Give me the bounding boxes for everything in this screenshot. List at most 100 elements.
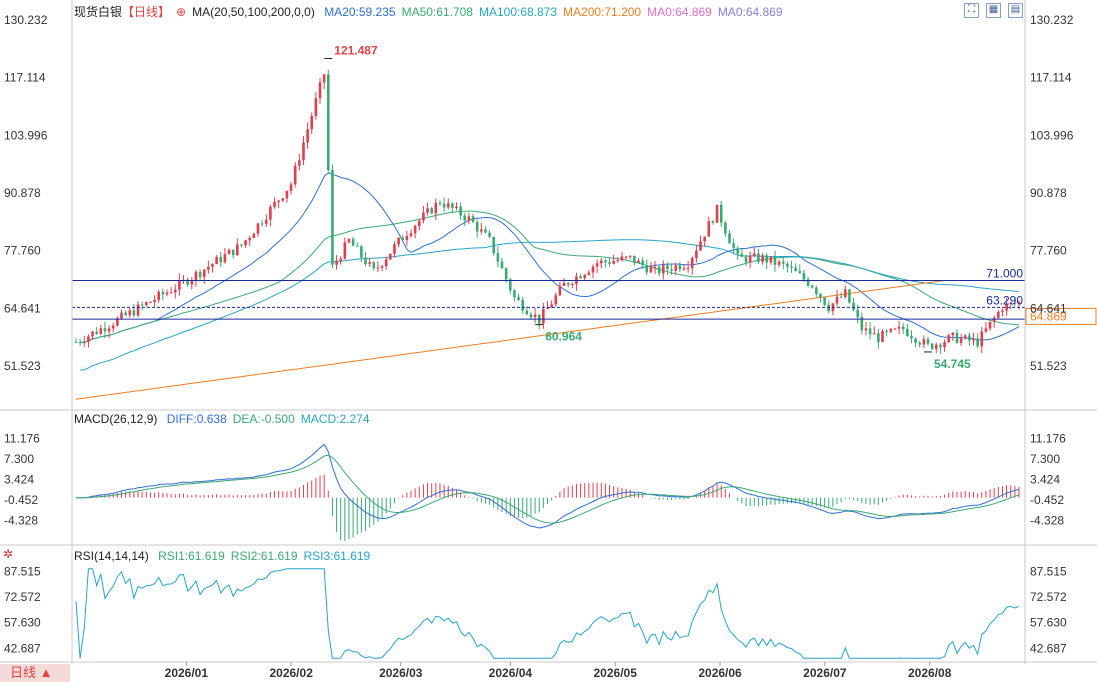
candle-body	[769, 256, 773, 263]
candle-body	[926, 339, 930, 344]
candle-body	[533, 314, 537, 318]
candle-body	[314, 98, 318, 116]
x-label: 2026/07	[803, 666, 847, 680]
candle-body	[628, 255, 632, 257]
candle-body	[934, 344, 938, 349]
macd-value-1: DEA:-0.500	[232, 412, 295, 426]
macd-tick-left: -4.328	[4, 514, 38, 528]
grid-icon[interactable]: ▦	[986, 3, 1001, 18]
price-tick-right: 103.996	[1030, 128, 1074, 142]
candle-body	[463, 215, 467, 221]
candle-body	[289, 184, 293, 191]
candle-body	[475, 222, 479, 232]
candle-body	[409, 233, 413, 237]
ma-value-0: MA20:59.235	[324, 5, 396, 19]
rsi-tick-left: 42.687	[4, 641, 41, 655]
candle-body	[901, 326, 905, 330]
candle-body	[806, 279, 810, 286]
candle-body	[190, 279, 194, 285]
candle-body	[149, 301, 152, 303]
candle-body	[703, 236, 706, 242]
symbol-name: 现货白银	[74, 5, 123, 19]
candle-body	[744, 256, 748, 263]
candle-body	[914, 338, 917, 343]
candle-body	[355, 245, 359, 247]
candle-body	[417, 220, 421, 227]
candle-body	[178, 279, 181, 290]
candle-body	[78, 342, 82, 344]
candle-body	[99, 328, 103, 334]
current-price-label: 64.869	[1030, 309, 1067, 323]
candle-body	[107, 328, 111, 332]
candle-body	[264, 219, 268, 224]
candle-body	[860, 317, 864, 331]
price-legend: 现货白银【日线】 ⊕ MA(20,50,100,200,0,0) MA20:59.2…	[74, 3, 795, 20]
annotation-label: 54.745	[934, 357, 971, 371]
price-tick-left: 77.760	[4, 244, 41, 258]
macd-tick-left: -0.452	[4, 493, 38, 507]
candle-body	[318, 82, 322, 99]
candle-body	[434, 202, 438, 214]
candle-body	[173, 289, 177, 293]
candle-body	[682, 268, 686, 270]
candle-body	[959, 338, 963, 343]
macd-tick-left: 11.176	[4, 432, 40, 446]
candle-body	[161, 291, 165, 295]
candle-body	[302, 142, 305, 161]
candle-body	[347, 239, 351, 243]
gear-icon[interactable]: ✲	[3, 547, 14, 561]
zoom-icon[interactable]: ⊕	[176, 5, 187, 19]
candle-body	[500, 261, 504, 269]
candle-body	[405, 236, 409, 240]
macd-value-2: MACD:2.274	[300, 412, 370, 426]
candle-body	[868, 328, 872, 335]
ma-values: MA20:59.235 MA50:61.708 MA100:68.873 MA200:…	[324, 5, 788, 19]
candle-body	[848, 289, 851, 303]
fullscreen-icon[interactable]: ⛶	[964, 3, 979, 18]
candle-body	[380, 266, 384, 268]
candle-body	[947, 335, 950, 343]
ma-value-2: MA100:68.873	[478, 5, 558, 19]
price-tick-left: 64.641	[4, 301, 41, 315]
candle-body	[624, 256, 628, 258]
macd-diff-line	[76, 443, 1020, 529]
candle-body	[877, 333, 880, 342]
settings-icon[interactable]: ▤	[1008, 3, 1023, 18]
x-label: 2026/04	[489, 666, 533, 680]
candle-body	[306, 129, 309, 143]
candle-body	[885, 331, 888, 333]
candle-body	[852, 302, 855, 310]
rsi-tick-right: 87.515	[1030, 564, 1067, 578]
candle-body	[773, 256, 777, 265]
candle-body	[376, 267, 380, 269]
rsi-tick-right: 57.630	[1030, 616, 1067, 630]
candle-body	[277, 200, 280, 202]
candle-body	[223, 254, 227, 263]
candle-body	[459, 206, 462, 216]
candle-body	[169, 292, 173, 294]
candle-body	[558, 285, 562, 296]
macd-tick-right: -4.328	[1030, 514, 1064, 528]
period-tab[interactable]: 日线 ▲	[0, 664, 70, 682]
rsi-value-2: RSI3:61.619	[303, 549, 371, 563]
macd-tick-right: 7.300	[1030, 452, 1060, 466]
candle-body	[657, 266, 661, 274]
rsi-values: RSI1:61.619 RSI2:61.619 RSI3:61.619	[158, 549, 376, 563]
candle-body	[881, 331, 884, 342]
candle-body	[922, 339, 926, 345]
candle-body	[790, 266, 793, 268]
candle-body	[496, 253, 500, 262]
candle-body	[82, 342, 86, 344]
rsi-tick-left: 57.630	[4, 616, 41, 630]
candle-body	[401, 237, 405, 240]
ma100-line	[80, 239, 1020, 371]
macd-values: DIFF:0.638 DEA:-0.500 MACD:2.274	[167, 412, 376, 426]
candle-body	[186, 279, 189, 285]
candle-body	[587, 272, 591, 275]
price-tick-right: 90.878	[1030, 186, 1067, 200]
candle-body	[599, 260, 603, 264]
ma-group-label: MA(20,50,100,200,0,0)	[192, 5, 315, 19]
candle-body	[695, 250, 698, 259]
candle-body	[244, 240, 247, 246]
candle-body	[579, 276, 582, 279]
